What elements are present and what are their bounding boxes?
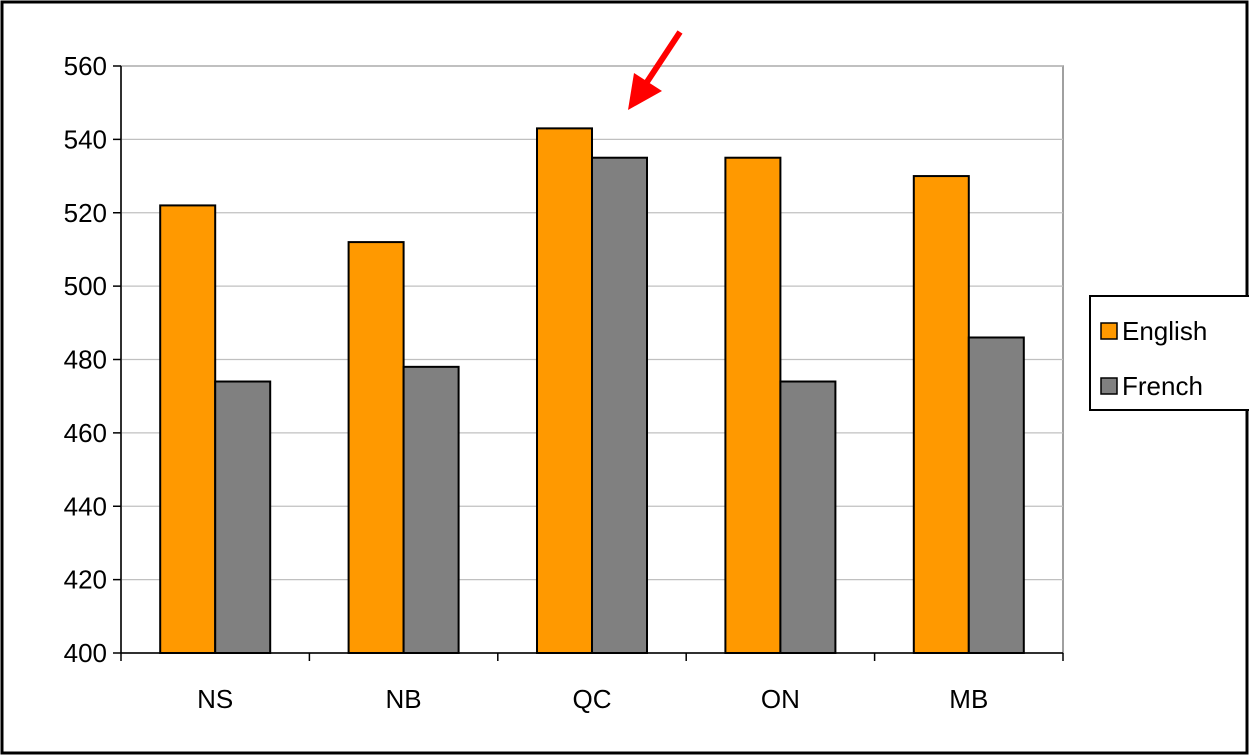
y-tick-label-500: 500 xyxy=(64,271,107,301)
x-tick-label-qc: QC xyxy=(573,684,612,714)
bar-english-ns xyxy=(159,204,217,654)
y-tick-label-400: 400 xyxy=(64,638,107,668)
y-tick-label-560: 560 xyxy=(64,51,107,81)
arrow-shaft xyxy=(642,30,683,87)
arrow-head xyxy=(628,73,662,110)
x-tick-label-mb: MB xyxy=(949,684,988,714)
bars xyxy=(159,127,1025,654)
bar-french-mb xyxy=(967,336,1025,654)
bar-french-qc xyxy=(591,156,648,654)
legend-swatch-english xyxy=(1100,322,1118,340)
bar-english-on xyxy=(724,156,782,654)
legend-swatch-french xyxy=(1100,377,1118,395)
legend: English French xyxy=(1089,295,1249,411)
y-tick-label-480: 480 xyxy=(64,345,107,375)
bar-french-ns xyxy=(214,380,272,654)
x-tick-label-on: ON xyxy=(761,684,800,714)
y-tick-label-460: 460 xyxy=(64,418,107,448)
axes xyxy=(113,65,1064,661)
x-tick-label-ns: NS xyxy=(197,684,233,714)
bar-english-nb xyxy=(347,241,405,654)
y-tick-label-440: 440 xyxy=(64,491,107,521)
y-tick-labels: 400 420 440 460 480 500 520 540 560 xyxy=(64,51,107,668)
y-tick-label-420: 420 xyxy=(64,565,107,595)
x-tick-label-nb: NB xyxy=(386,684,422,714)
legend-label-english: English xyxy=(1122,316,1207,346)
bar-french-nb xyxy=(402,365,460,654)
y-tick-label-540: 540 xyxy=(64,124,107,154)
x-tick-labels: NS NB QC ON MB xyxy=(197,684,988,714)
bar-french-on xyxy=(779,380,837,654)
annotation-arrow xyxy=(628,30,683,110)
y-tick-label-520: 520 xyxy=(64,198,107,228)
legend-label-french: French xyxy=(1122,371,1203,401)
bar-english-qc xyxy=(536,127,593,654)
bar-english-mb xyxy=(912,175,970,654)
